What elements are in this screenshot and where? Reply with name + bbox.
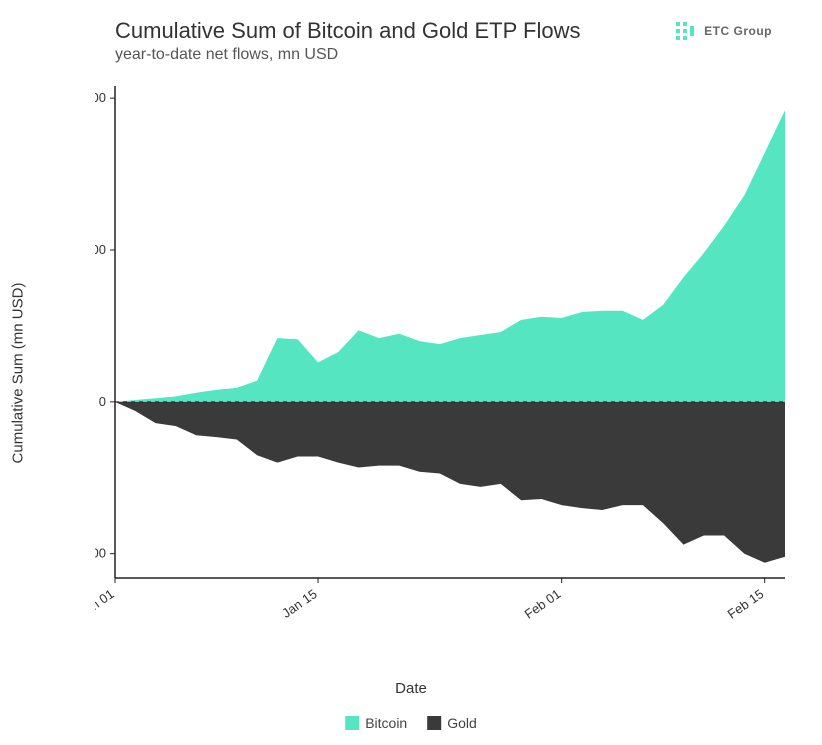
y-tick-label: 5000: [95, 90, 106, 105]
chart-container: Cumulative Sum of Bitcoin and Gold ETP F…: [0, 0, 822, 745]
chart-svg: -2500 0 2500 5000 Jan 01 Jan 15 Feb 01 Feb 15: [95, 78, 790, 638]
y-axis-title: Cumulative Sum (mn USD): [10, 282, 27, 463]
chart-title: Cumulative Sum of Bitcoin and Gold ETP F…: [115, 18, 580, 44]
x-tick-label: Jan 01: [95, 586, 117, 621]
x-axis-title: Date: [395, 680, 427, 697]
legend-swatch-bitcoin: [345, 716, 359, 730]
legend-label-gold: Gold: [447, 715, 477, 731]
x-tick-label: Feb 01: [522, 586, 564, 622]
x-tick-label: Feb 15: [725, 586, 767, 622]
legend-item-gold: Gold: [427, 715, 477, 731]
legend: Bitcoin Gold: [345, 715, 477, 731]
chart-subtitle: year-to-date net flows, mn USD: [115, 46, 338, 64]
y-tick-label: 2500: [95, 242, 106, 257]
legend-label-bitcoin: Bitcoin: [365, 715, 407, 731]
y-tick-label: 0: [99, 394, 106, 409]
plot-area: -2500 0 2500 5000 Jan 01 Jan 15 Feb 01 Feb 15: [95, 78, 790, 638]
x-tick-label: Jan 15: [279, 586, 320, 621]
legend-item-bitcoin: Bitcoin: [345, 715, 407, 731]
area-series: [115, 402, 785, 563]
brand-label: ETC Group: [704, 24, 772, 38]
area-series: [115, 110, 785, 402]
brand-logo-icon: [676, 22, 698, 40]
legend-swatch-gold: [427, 716, 441, 730]
y-tick-label: -2500: [95, 546, 106, 561]
brand-badge: ETC Group: [676, 22, 772, 40]
